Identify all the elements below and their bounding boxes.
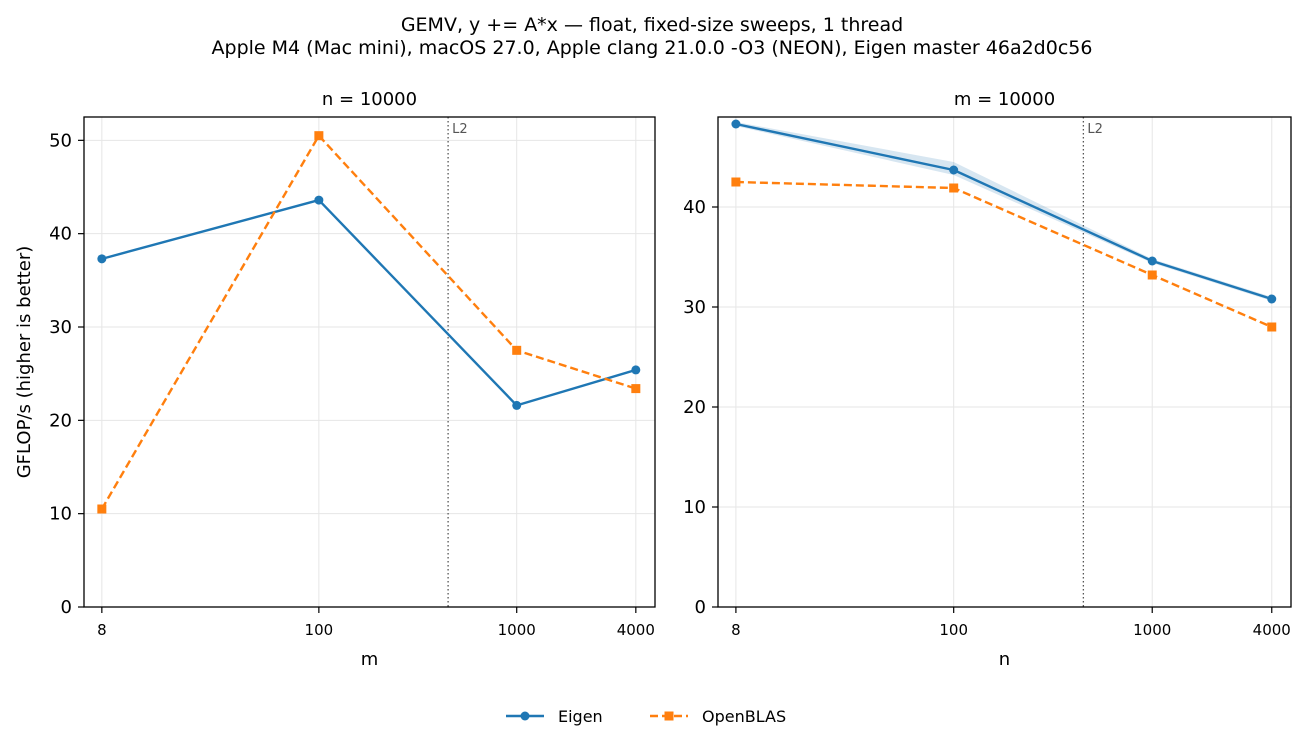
data-point-openblas [949, 183, 959, 193]
data-point-eigen [1147, 256, 1157, 266]
legend-marker-eigen [520, 711, 530, 721]
data-point-openblas [1267, 322, 1277, 332]
y-tick-label: 0 [61, 597, 72, 618]
x-tick-label: 4000 [1253, 621, 1291, 639]
legend-marker-openblas [664, 711, 674, 721]
plot-frame [83, 116, 656, 608]
plot-frame [717, 116, 1292, 608]
y-tick-label: 10 [49, 504, 72, 525]
y-tick-label: 30 [683, 297, 706, 318]
data-point-openblas [512, 345, 522, 355]
x-tick-label: 1000 [498, 621, 536, 639]
data-point-eigen [512, 400, 522, 410]
series-line-eigen [101, 198, 637, 407]
l2-marker-label: L2 [452, 122, 468, 137]
figure-title-line2: Apple M4 (Mac mini), macOS 27.0, Apple c… [212, 37, 1093, 59]
data-point-eigen [731, 119, 741, 129]
series-band [735, 122, 1272, 301]
y-tick-label: 0 [695, 597, 706, 618]
data-point-openblas [731, 177, 741, 187]
y-tick-label: 40 [49, 224, 72, 245]
x-tick-label: 8 [97, 621, 107, 639]
x-tick-label: 4000 [617, 621, 655, 639]
series-line-openblas [735, 180, 1273, 329]
panel-title: n = 10000 [322, 89, 417, 110]
x-axis-label: n [999, 649, 1010, 670]
x-tick-label: 100 [939, 621, 968, 639]
series-line-openblas [100, 134, 637, 510]
data-point-openblas [1147, 270, 1157, 280]
right-panel: L2 0 10 20 30 40 8 100 1000 4000 m = 10000 n [683, 89, 1292, 670]
y-tick-label: 40 [683, 197, 706, 218]
y-tick-label: 30 [49, 317, 72, 338]
legend-label-eigen: Eigen [558, 707, 603, 726]
y-tick-label: 10 [683, 497, 706, 518]
y-axis-label: GFLOP/s (higher is better) [14, 246, 35, 479]
legend-label-openblas: OpenBLAS [702, 707, 786, 726]
data-point-openblas [97, 504, 107, 514]
data-point-eigen [949, 165, 959, 175]
data-point-eigen [314, 195, 324, 205]
y-tick-label: 50 [49, 130, 72, 151]
series-line-eigen [735, 122, 1273, 301]
x-tick-label: 1000 [1133, 621, 1171, 639]
y-tick-label: 20 [49, 410, 72, 431]
data-point-eigen [1267, 294, 1277, 304]
x-axis-label: m [361, 649, 379, 670]
data-point-openblas [631, 384, 641, 394]
l2-marker-label: L2 [1087, 122, 1103, 137]
left-panel: L2 0 10 20 30 40 50 8 100 1000 4000 n = 10000 m GFLOP… [14, 89, 656, 670]
data-point-eigen [97, 254, 107, 264]
data-point-openblas [314, 131, 324, 141]
legend: Eigen OpenBLAS [506, 707, 786, 726]
x-tick-label: 100 [305, 621, 334, 639]
y-tick-label: 20 [683, 397, 706, 418]
x-tick-label: 8 [731, 621, 741, 639]
figure-title-line1: GEMV, y += A*x — float, fixed-size sweep… [401, 14, 903, 36]
data-point-eigen [631, 365, 641, 375]
panel-title: m = 10000 [954, 89, 1055, 110]
